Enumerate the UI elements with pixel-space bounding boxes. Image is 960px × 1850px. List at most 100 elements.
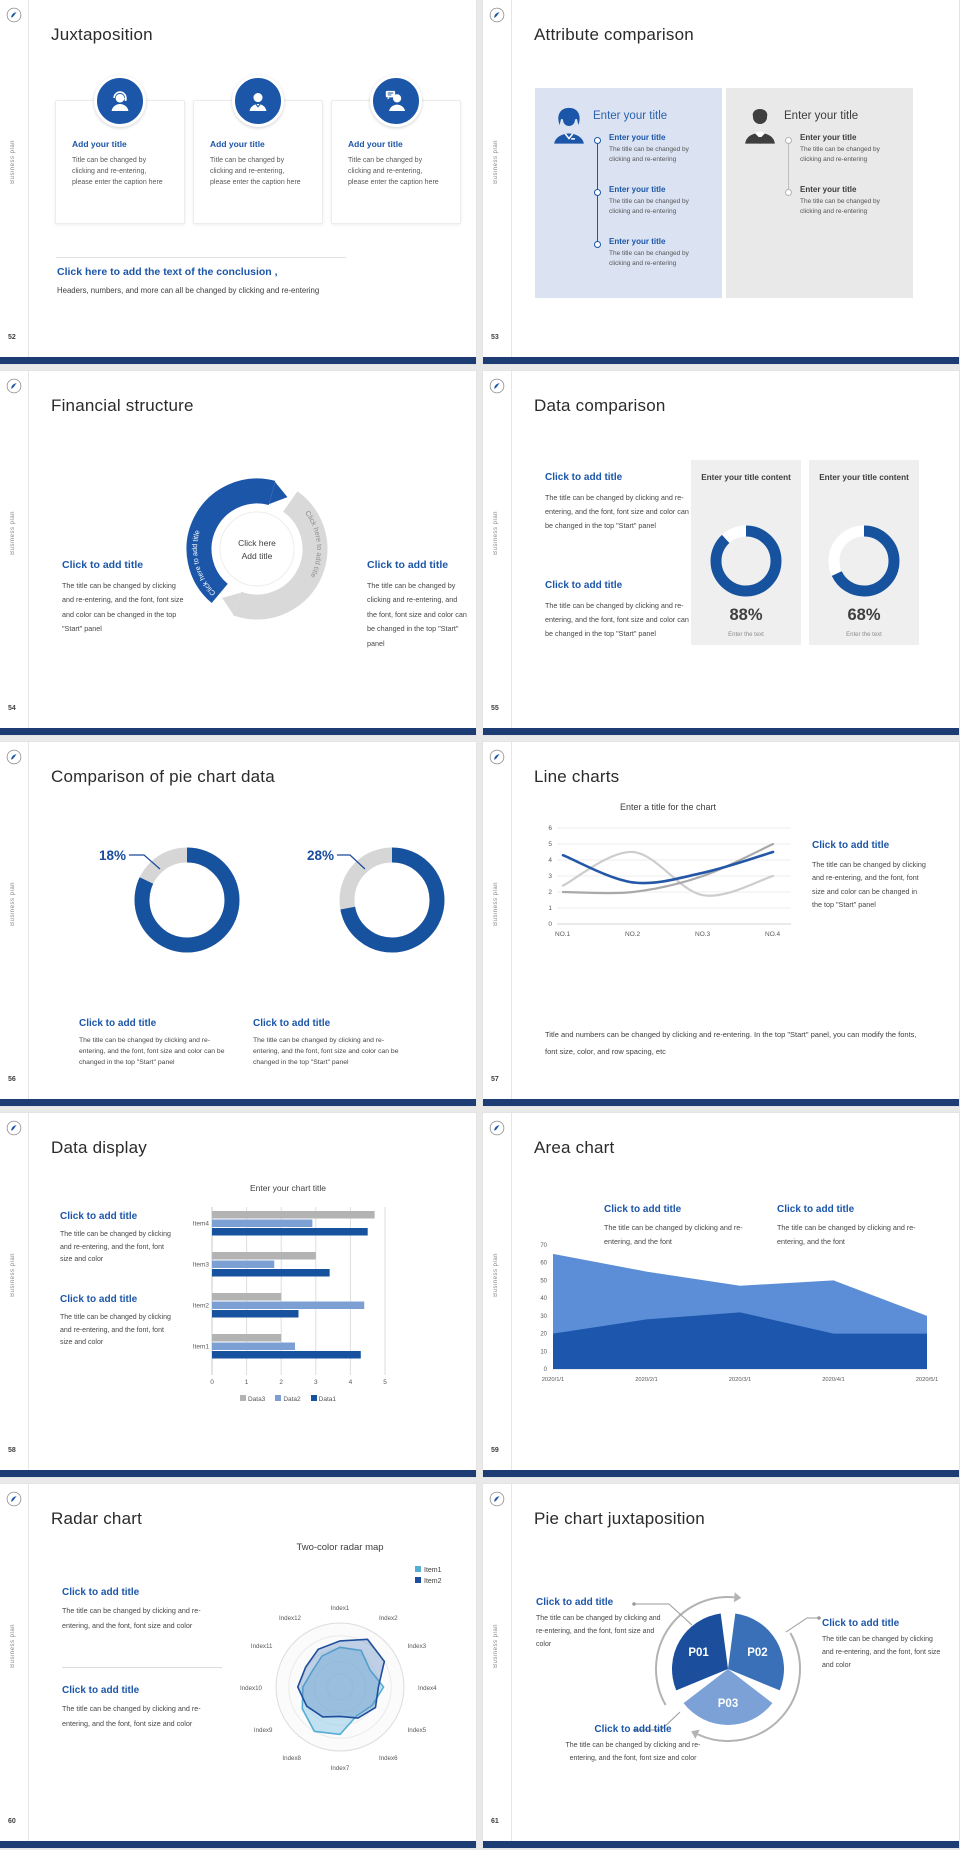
slide-60[interactable]: Business plan 60 Radar chart Click to ad… [0,1484,476,1848]
emblem-logo-icon [489,1491,505,1507]
slide-heading: Area chart [534,1138,615,1157]
slide-53[interactable]: Business plan 53 Attribute comparison En… [483,0,959,364]
bar-chart-legend: Data3 Data2 Data1 [180,1395,396,1403]
svg-text:3: 3 [314,1379,318,1386]
sidebar-vertical-text: Business plan [10,1253,16,1297]
slide-59[interactable]: Business plan 59 Area chart Click to add… [483,1113,959,1477]
slide-57[interactable]: Business plan 57 Line charts Enter a tit… [483,742,959,1106]
support-person-icon [94,75,146,127]
slide-61[interactable]: Business plan 61 Pie chart juxtaposition… [483,1484,959,1848]
page-number: 54 [8,705,16,712]
donut-percent-label: 28% [306,848,334,863]
slide-footer-bar [0,1841,476,1848]
svg-text:20: 20 [540,1332,547,1338]
svg-text:60: 60 [540,1261,547,1267]
svg-text:P03: P03 [718,1698,738,1710]
block-body: The title can be changed by clicking and… [60,1231,171,1264]
slide-55[interactable]: Business plan 55 Data comparison Click t… [483,371,959,735]
svg-text:Item2: Item2 [193,1302,210,1309]
slide-58[interactable]: Business plan 58 Data display Click to a… [0,1113,476,1477]
slide-footer-bar [0,1099,476,1106]
svg-text:2020/1/1: 2020/1/1 [542,1377,565,1383]
svg-text:0: 0 [210,1379,214,1386]
block-title: Click to add title [545,580,623,591]
svg-text:2020/5/1: 2020/5/1 [916,1377,939,1383]
svg-text:0: 0 [548,921,552,928]
sidebar-vertical-text: Business plan [10,511,16,555]
page-number: 57 [491,1076,499,1083]
sidebar-vertical-text: Business plan [10,140,16,184]
slide-heading: Line charts [534,767,620,786]
emblem-logo-icon [6,1120,22,1136]
svg-text:Index3: Index3 [408,1643,427,1650]
legend-item: Item1 [415,1566,442,1574]
divider [62,1667,222,1668]
sidebar-vertical-text: Business plan [10,882,16,926]
slide-footer-bar [0,357,476,364]
block-body: The title can be changed by clicking and… [777,1223,916,1246]
svg-text:Index2: Index2 [379,1615,398,1622]
radar-chart: Index1 Index2 Index3 Index4 Index5 Index6 Inde… [240,1605,437,1772]
svg-text:NO.2: NO.2 [625,931,641,938]
svg-text:2: 2 [548,889,552,896]
svg-text:Index12: Index12 [279,1615,302,1622]
man-icon [745,109,775,144]
block-title: Click to add title [62,1685,140,1696]
panel-header: Enter your title [784,110,859,122]
feature-card: Add your title Title can be changed by c… [55,75,185,224]
svg-text:Item1: Item1 [193,1343,210,1350]
page-number: 61 [491,1818,499,1825]
emblem-logo-icon [6,1491,22,1507]
comparison-panel-right: Enter your title Enter your title The ti… [726,88,913,298]
timeline-dot [594,136,601,144]
emblem-logo-icon [489,1120,505,1136]
timeline-item-title: Enter your title [609,133,666,142]
svg-text:Index9: Index9 [254,1727,273,1734]
slide-footer-bar [483,728,959,735]
block-body: The title can be changed by clicking and… [536,1615,661,1648]
right-block-body: The title can be changed by clicking and… [367,581,467,648]
block-body: The title can be changed by clicking and… [604,1223,743,1246]
svg-text:2020/2/1: 2020/2/1 [635,1377,658,1383]
page-number: 58 [8,1447,16,1454]
sidebar-vertical-text: Business plan [493,511,499,555]
block-body: The title can be changed by clicking and… [822,1636,941,1669]
slide-heading: Financial structure [51,396,194,415]
block-body: The title can be changed by clicking and… [545,601,689,639]
block-title: Click to add title [777,1204,855,1215]
timeline-item-body: The title can be changed by clicking and… [800,198,880,216]
svg-text:NO.1: NO.1 [555,931,571,938]
kpi-card: Enter your title content 88% Enter the t… [691,460,801,645]
svg-text:Index1: Index1 [331,1605,350,1612]
slide-52[interactable]: Business plan 52 Juxtaposition Add your … [0,0,476,364]
slide-sidebar: Business plan 59 [483,1113,512,1470]
slide-56[interactable]: Business plan 56 Comparison of pie chart… [0,742,476,1106]
timeline-dot [785,188,792,196]
side-block-title: Click to add title [812,840,890,851]
slide-heading: Pie chart juxtaposition [534,1509,705,1528]
slide-heading: Radar chart [51,1509,143,1528]
slide-footer-bar [0,728,476,735]
svg-text:1: 1 [548,905,552,912]
svg-text:NO.4: NO.4 [765,931,781,938]
line-chart-title: Enter a title for the chart [619,802,717,812]
card-body: Title can be changed by clicking and re-… [72,157,163,187]
percent-value: 88% [729,606,763,624]
emblem-logo-icon [6,7,22,23]
slide-heading: Comparison of pie chart data [51,767,275,786]
card-body: Title can be changed by clicking and re-… [348,157,439,187]
timeline-item-title: Enter your title [609,237,666,246]
sidebar-vertical-text: Business plan [493,1624,499,1668]
emblem-logo-icon [6,378,22,394]
block-title: Click to add title [60,1211,138,1222]
group-title: Click to add title [253,1018,331,1029]
percent-value: 68% [847,606,881,624]
svg-text:4: 4 [548,857,552,864]
block-title: Click to add title [594,1724,672,1735]
slide-54[interactable]: Business plan 54 Financial structure Cli… [0,371,476,735]
slide-footer-bar [483,357,959,364]
block-body: The title can be changed by clicking and… [545,493,689,531]
svg-text:Index4: Index4 [418,1685,437,1692]
svg-text:40: 40 [540,1296,547,1302]
timeline-dot [594,240,601,248]
